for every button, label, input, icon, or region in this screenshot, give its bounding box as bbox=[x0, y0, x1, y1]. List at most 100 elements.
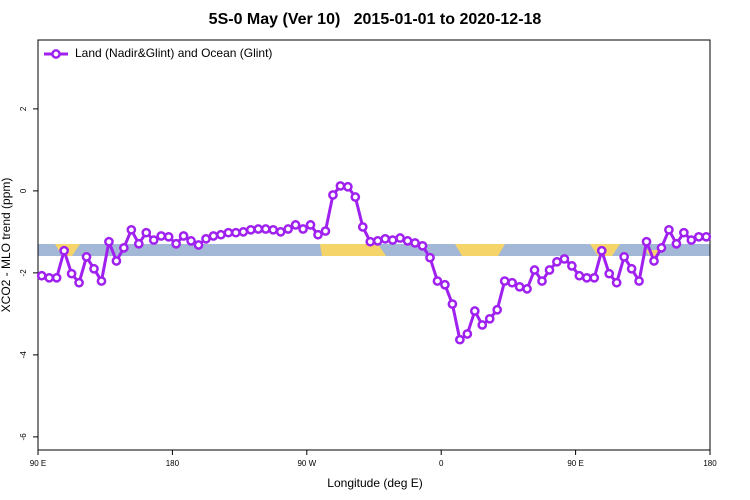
data-point bbox=[484, 313, 495, 324]
data-point bbox=[156, 231, 167, 241]
data-point bbox=[216, 229, 226, 240]
data-point bbox=[634, 276, 644, 286]
data-point bbox=[469, 306, 480, 316]
data-point bbox=[231, 227, 241, 238]
data-point bbox=[380, 234, 391, 244]
data-point bbox=[499, 276, 510, 286]
data-point bbox=[238, 227, 249, 237]
data-point bbox=[581, 272, 592, 283]
data-point bbox=[693, 231, 704, 242]
data-point bbox=[387, 235, 398, 245]
data-point bbox=[514, 281, 525, 292]
data-point bbox=[656, 243, 667, 253]
data-point bbox=[59, 245, 69, 256]
data-point bbox=[111, 256, 122, 266]
y-tick-label: -2 bbox=[19, 269, 28, 277]
data-point bbox=[298, 224, 308, 234]
data-point bbox=[81, 252, 92, 262]
data-point bbox=[141, 227, 152, 238]
data-point bbox=[96, 276, 107, 286]
y-axis-label: XCO2 - MLO trend (ppm) bbox=[0, 178, 13, 313]
data-point bbox=[245, 224, 256, 235]
data-point bbox=[417, 240, 428, 251]
data-point bbox=[193, 240, 204, 250]
data-point bbox=[395, 233, 405, 243]
data-point bbox=[163, 231, 174, 242]
data-point bbox=[559, 254, 570, 264]
x-tick-label: 180 bbox=[703, 459, 717, 468]
data-point bbox=[440, 279, 450, 290]
data-point bbox=[119, 243, 129, 253]
y-tick-label: 0 bbox=[19, 188, 28, 193]
data-point bbox=[574, 270, 585, 281]
data-point bbox=[328, 190, 338, 200]
legend-marker bbox=[51, 49, 61, 59]
data-point bbox=[89, 263, 99, 274]
data-point bbox=[552, 256, 562, 267]
data-point bbox=[544, 265, 555, 275]
data-point bbox=[171, 238, 181, 249]
data-point bbox=[679, 227, 689, 238]
data-point bbox=[275, 227, 286, 237]
chart-title: 5S-0 May (Ver 10) 2015-01-01 to 2020-12-… bbox=[209, 11, 542, 28]
data-point bbox=[186, 236, 196, 246]
data-point bbox=[208, 231, 219, 241]
data-point bbox=[455, 334, 465, 345]
data-point bbox=[126, 224, 137, 235]
x-tick-label: 180 bbox=[166, 459, 180, 468]
data-point bbox=[223, 227, 234, 238]
data-point bbox=[365, 236, 376, 247]
data-point bbox=[596, 245, 607, 256]
legend-label: Land (Nadir&Glint) and Ocean (Glint) bbox=[75, 46, 272, 60]
x-tick-label: 90 E bbox=[30, 459, 46, 468]
data-point bbox=[253, 224, 264, 234]
data-point bbox=[335, 181, 346, 191]
data-point bbox=[626, 263, 637, 274]
data-point bbox=[343, 181, 353, 192]
data-point bbox=[567, 261, 577, 271]
data-point bbox=[74, 277, 84, 288]
plot-frame bbox=[37, 39, 711, 451]
data-point bbox=[44, 272, 55, 283]
data-point bbox=[432, 276, 443, 286]
data-point bbox=[537, 276, 547, 286]
x-tick-label: 90 W bbox=[297, 459, 316, 468]
x-tick-label: 0 bbox=[439, 459, 444, 468]
data-point bbox=[462, 329, 473, 339]
data-point bbox=[402, 236, 413, 246]
data-point bbox=[507, 277, 517, 288]
data-point bbox=[372, 236, 383, 246]
series-line bbox=[41, 184, 707, 343]
data-point bbox=[305, 220, 316, 230]
data-point bbox=[133, 238, 144, 249]
data-point bbox=[425, 252, 435, 263]
data-point bbox=[477, 320, 488, 330]
data-point bbox=[447, 299, 458, 309]
data-point bbox=[290, 220, 301, 230]
y-tick-label: -6 bbox=[19, 433, 28, 441]
data-point bbox=[492, 304, 503, 315]
data-point bbox=[529, 265, 540, 275]
data-point bbox=[283, 224, 293, 234]
data-point bbox=[671, 238, 682, 249]
data-point bbox=[664, 224, 674, 235]
data-point bbox=[201, 234, 211, 244]
data-point bbox=[320, 226, 331, 236]
x-tick-label: 90 E bbox=[567, 459, 583, 468]
surface-mask bbox=[38, 244, 710, 256]
data-point bbox=[66, 268, 77, 279]
data-point bbox=[148, 235, 159, 245]
data-point bbox=[611, 277, 622, 288]
data-point bbox=[350, 192, 361, 202]
y-tick-label: -4 bbox=[19, 351, 28, 359]
data-point bbox=[313, 229, 323, 240]
y-tick-label: 2 bbox=[19, 106, 28, 111]
data-point bbox=[357, 222, 368, 232]
data-point bbox=[104, 236, 114, 247]
data-point bbox=[686, 235, 697, 245]
data-point bbox=[260, 224, 271, 234]
data-point bbox=[522, 284, 532, 294]
x-axis-label: Longitude (deg E) bbox=[327, 476, 422, 490]
data-point bbox=[619, 252, 629, 262]
